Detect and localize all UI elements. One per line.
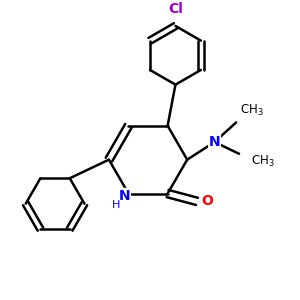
Text: N: N	[119, 188, 130, 203]
Text: CH$_3$: CH$_3$	[251, 154, 274, 169]
Text: Cl: Cl	[168, 2, 183, 16]
Text: O: O	[201, 194, 213, 208]
Text: H: H	[112, 200, 120, 210]
Text: N: N	[209, 135, 220, 149]
Text: CH$_3$: CH$_3$	[240, 103, 264, 118]
